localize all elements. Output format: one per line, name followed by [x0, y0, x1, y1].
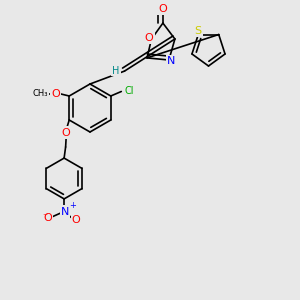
Text: O: O — [51, 88, 60, 99]
Text: N: N — [167, 56, 176, 66]
Text: S: S — [195, 26, 202, 36]
Text: +: + — [70, 202, 76, 211]
Text: O: O — [145, 33, 154, 43]
Text: Cl: Cl — [124, 86, 134, 97]
Text: ⁻: ⁻ — [42, 212, 47, 223]
Text: O: O — [158, 4, 167, 14]
Text: N: N — [61, 206, 69, 217]
Text: H: H — [112, 65, 120, 76]
Text: O: O — [72, 214, 80, 225]
Text: O: O — [43, 213, 52, 223]
Text: O: O — [61, 128, 70, 138]
Text: CH₃: CH₃ — [33, 89, 49, 98]
